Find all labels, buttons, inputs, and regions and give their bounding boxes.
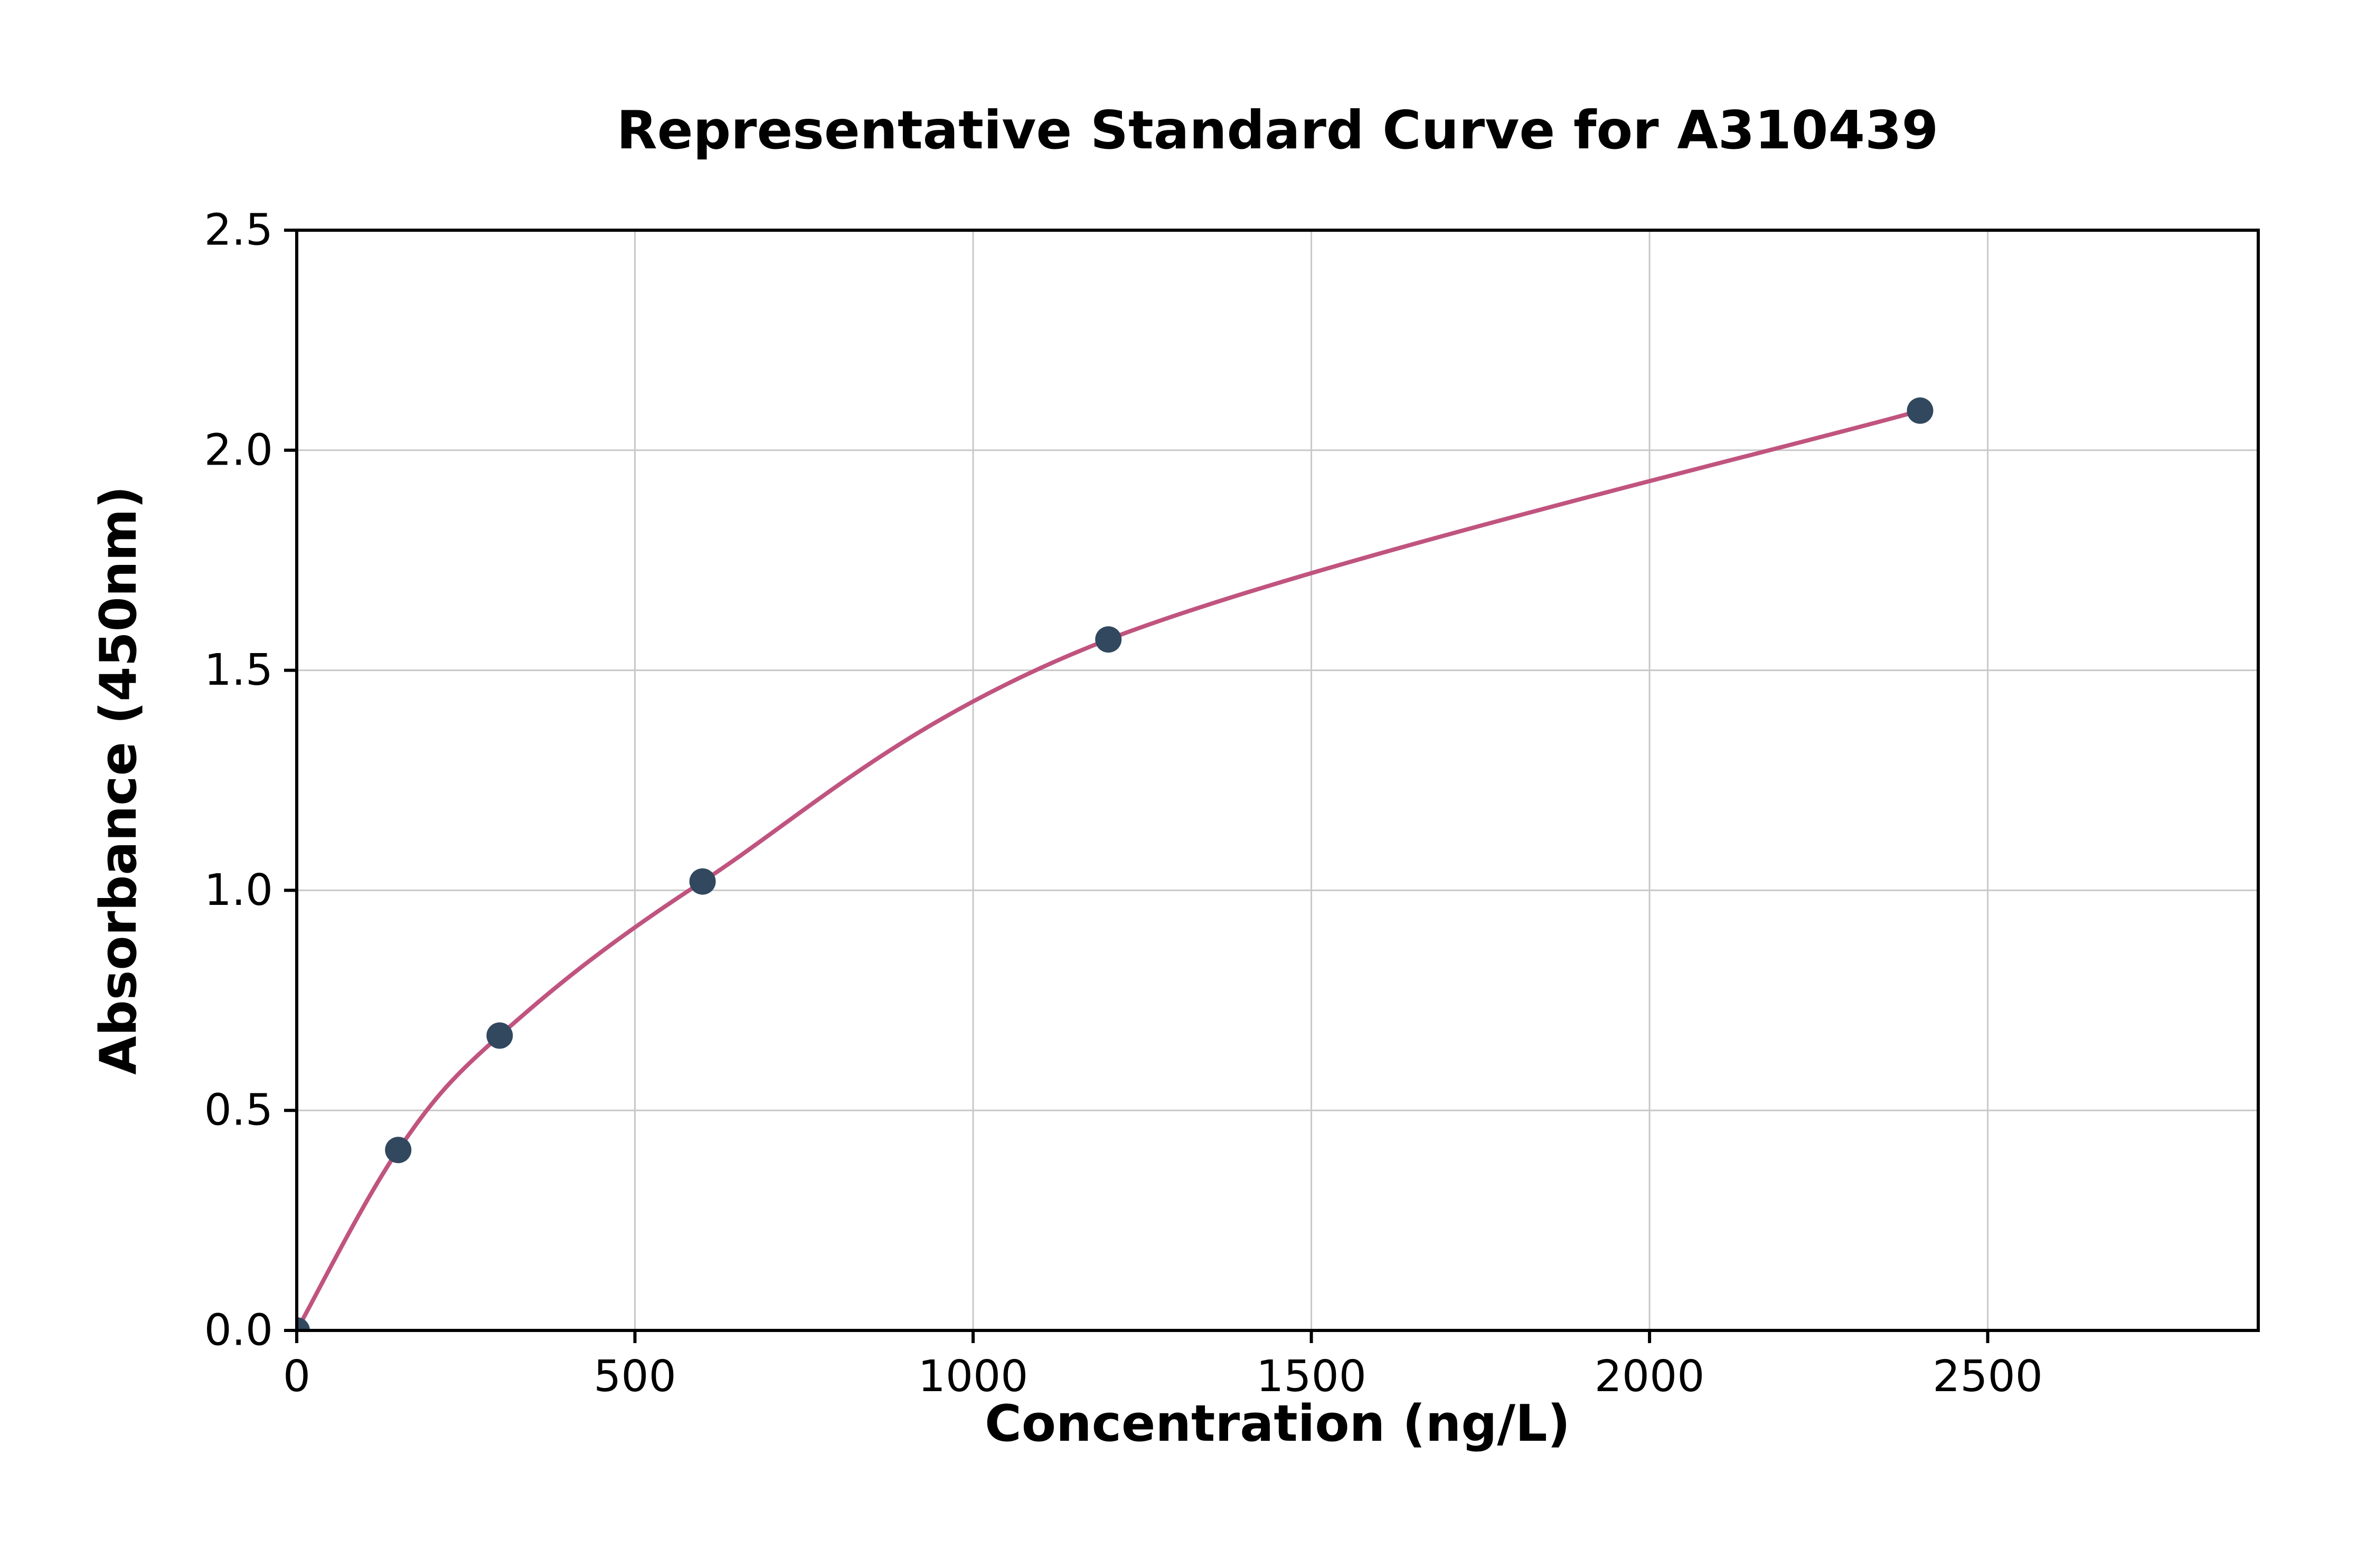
data-point bbox=[1095, 626, 1122, 653]
y-axis-label: Absorbance (450nm) bbox=[90, 486, 148, 1075]
y-tick-label: 1.0 bbox=[204, 865, 273, 915]
data-point bbox=[486, 1022, 513, 1049]
chart-title: Representative Standard Curve for A31043… bbox=[616, 99, 1939, 161]
fit-curve bbox=[295, 408, 1922, 1333]
data-point bbox=[689, 868, 716, 895]
x-tick-label: 1500 bbox=[1256, 1352, 1366, 1402]
x-axis-label: Concentration (ng/L) bbox=[984, 1395, 1570, 1453]
y-tick-label: 2.0 bbox=[204, 425, 273, 475]
data-point bbox=[1907, 397, 1934, 424]
data-point bbox=[385, 1137, 412, 1164]
x-tick-label: 500 bbox=[593, 1352, 676, 1402]
plot-mask bbox=[0, 0, 2376, 230]
x-tick-label: 2000 bbox=[1595, 1352, 1705, 1402]
plot-mask bbox=[0, 0, 297, 1568]
y-tick-label: 1.5 bbox=[204, 645, 273, 695]
x-tick-label: 0 bbox=[283, 1352, 310, 1402]
y-tick-label: 0.5 bbox=[204, 1085, 273, 1136]
y-tick-label: 2.5 bbox=[204, 205, 273, 256]
axes-border bbox=[295, 229, 2260, 1332]
x-tick-label: 1000 bbox=[918, 1352, 1029, 1402]
plot-mask bbox=[2258, 0, 2376, 1568]
x-tick-label: 2500 bbox=[1932, 1352, 2043, 1402]
y-tick-label: 0.0 bbox=[204, 1306, 273, 1356]
plot-mask bbox=[0, 1330, 2376, 1568]
